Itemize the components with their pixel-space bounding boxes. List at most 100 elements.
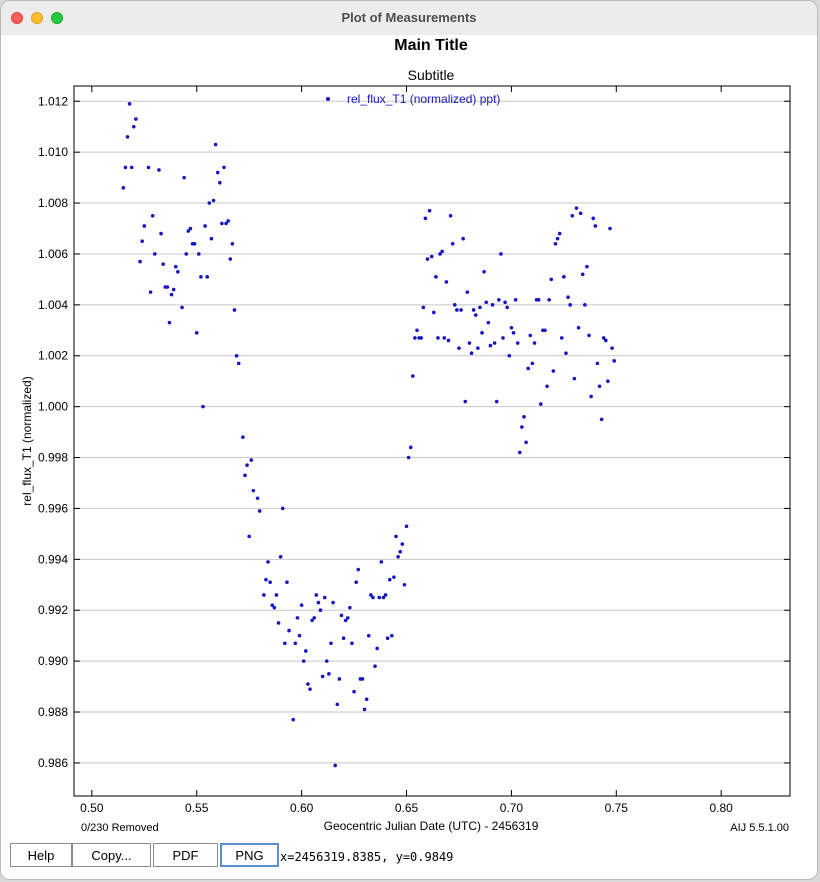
data-point xyxy=(599,417,604,422)
data-point xyxy=(570,213,575,218)
data-point xyxy=(591,216,596,221)
data-point xyxy=(509,325,514,330)
data-point xyxy=(532,341,537,345)
help-button[interactable]: Help xyxy=(10,843,72,867)
data-point xyxy=(194,331,199,335)
data-point xyxy=(501,336,505,340)
data-point xyxy=(339,613,344,618)
x-tick-label: 0.55 xyxy=(185,801,209,815)
y-tick-label: 0.988 xyxy=(38,705,68,719)
data-point xyxy=(553,241,558,246)
data-point xyxy=(203,224,207,228)
data-point xyxy=(394,534,398,539)
data-point xyxy=(377,595,382,600)
data-point xyxy=(234,353,239,358)
data-point xyxy=(356,567,361,572)
data-point xyxy=(226,219,230,223)
scatter-plot[interactable]: Main Title Subtitle 0.986 0.988 0.990 0.992… xyxy=(1,35,818,841)
data-point xyxy=(429,254,434,259)
data-point xyxy=(486,320,491,325)
y-tick-label: 0.992 xyxy=(38,603,68,617)
data-point xyxy=(134,117,138,121)
data-point xyxy=(243,473,247,478)
x-tick-label: 0.75 xyxy=(605,801,629,815)
data-point xyxy=(446,338,451,343)
data-point xyxy=(507,353,512,358)
data-point xyxy=(444,280,449,284)
data-point xyxy=(324,659,329,663)
minimize-window-button[interactable] xyxy=(31,12,43,24)
data-point xyxy=(295,616,300,620)
data-point xyxy=(148,290,153,294)
data-point xyxy=(360,677,365,681)
data-point xyxy=(450,241,455,246)
data-point xyxy=(381,595,386,600)
data-point xyxy=(562,275,566,279)
data-point xyxy=(604,338,608,343)
data-point xyxy=(463,399,468,404)
version-label: AIJ 5.5.1.00 xyxy=(730,822,789,834)
x-axis-label: Geocentric Julian Date (UTC) - 2456319 xyxy=(324,819,539,833)
data-point xyxy=(272,605,277,610)
x-tick-label: 0.60 xyxy=(290,801,314,815)
data-point xyxy=(490,303,495,307)
plot-frame xyxy=(73,85,791,797)
data-point xyxy=(335,702,340,707)
data-point xyxy=(146,165,151,170)
title-bar: Plot of Measurements xyxy=(1,1,817,36)
y-tick-label: 1.010 xyxy=(38,145,68,159)
data-point xyxy=(593,224,598,228)
data-point xyxy=(222,165,226,170)
data-point xyxy=(276,621,281,625)
data-point xyxy=(287,628,291,633)
y-axis-label: rel_flux_T1 (normalized) xyxy=(20,376,34,505)
data-point xyxy=(597,384,602,389)
chart-area: Main Title Subtitle 0.986 0.988 0.990 0.992… xyxy=(1,35,818,841)
data-point xyxy=(188,226,193,231)
data-point xyxy=(398,549,403,554)
y-tick-label: 0.986 xyxy=(38,756,68,770)
data-point xyxy=(465,290,470,294)
data-point xyxy=(396,554,400,559)
data-point xyxy=(241,435,245,439)
data-point xyxy=(280,506,285,511)
data-point xyxy=(390,633,394,638)
data-point xyxy=(318,608,323,613)
data-point xyxy=(348,605,352,610)
data-point xyxy=(595,361,600,366)
data-point xyxy=(459,308,463,312)
data-point xyxy=(455,308,459,312)
data-point xyxy=(131,124,136,129)
y-tick-label: 0.990 xyxy=(38,654,68,668)
data-point xyxy=(517,450,522,455)
data-point xyxy=(524,440,528,445)
pdf-button[interactable]: PDF xyxy=(153,843,218,867)
data-point xyxy=(578,211,583,216)
data-point xyxy=(257,509,262,513)
data-point xyxy=(387,577,392,582)
data-point xyxy=(467,341,472,345)
data-point xyxy=(362,707,367,712)
chart-title: Main Title xyxy=(394,37,468,54)
zoom-window-button[interactable] xyxy=(51,12,63,24)
data-point xyxy=(345,616,350,620)
data-point xyxy=(186,229,191,233)
data-point xyxy=(400,542,405,546)
data-point xyxy=(232,308,237,312)
legend-label: rel_flux_T1 (normalized) ppt) xyxy=(347,92,500,106)
data-point xyxy=(314,593,319,597)
data-point xyxy=(205,275,210,279)
data-point xyxy=(415,328,419,333)
copy-button[interactable]: Copy... xyxy=(72,843,151,867)
cursor-coordinates: x=2456319.8385, y=0.9849 xyxy=(280,850,454,864)
x-tick-label: 0.70 xyxy=(500,801,524,815)
data-point xyxy=(585,264,589,269)
png-button[interactable]: PNG xyxy=(220,843,279,867)
data-point xyxy=(438,252,442,256)
data-point xyxy=(492,341,497,345)
data-point xyxy=(413,336,417,340)
data-point xyxy=(392,575,396,579)
close-window-button[interactable] xyxy=(11,12,23,24)
data-point xyxy=(278,554,283,559)
data-point xyxy=(526,366,530,371)
